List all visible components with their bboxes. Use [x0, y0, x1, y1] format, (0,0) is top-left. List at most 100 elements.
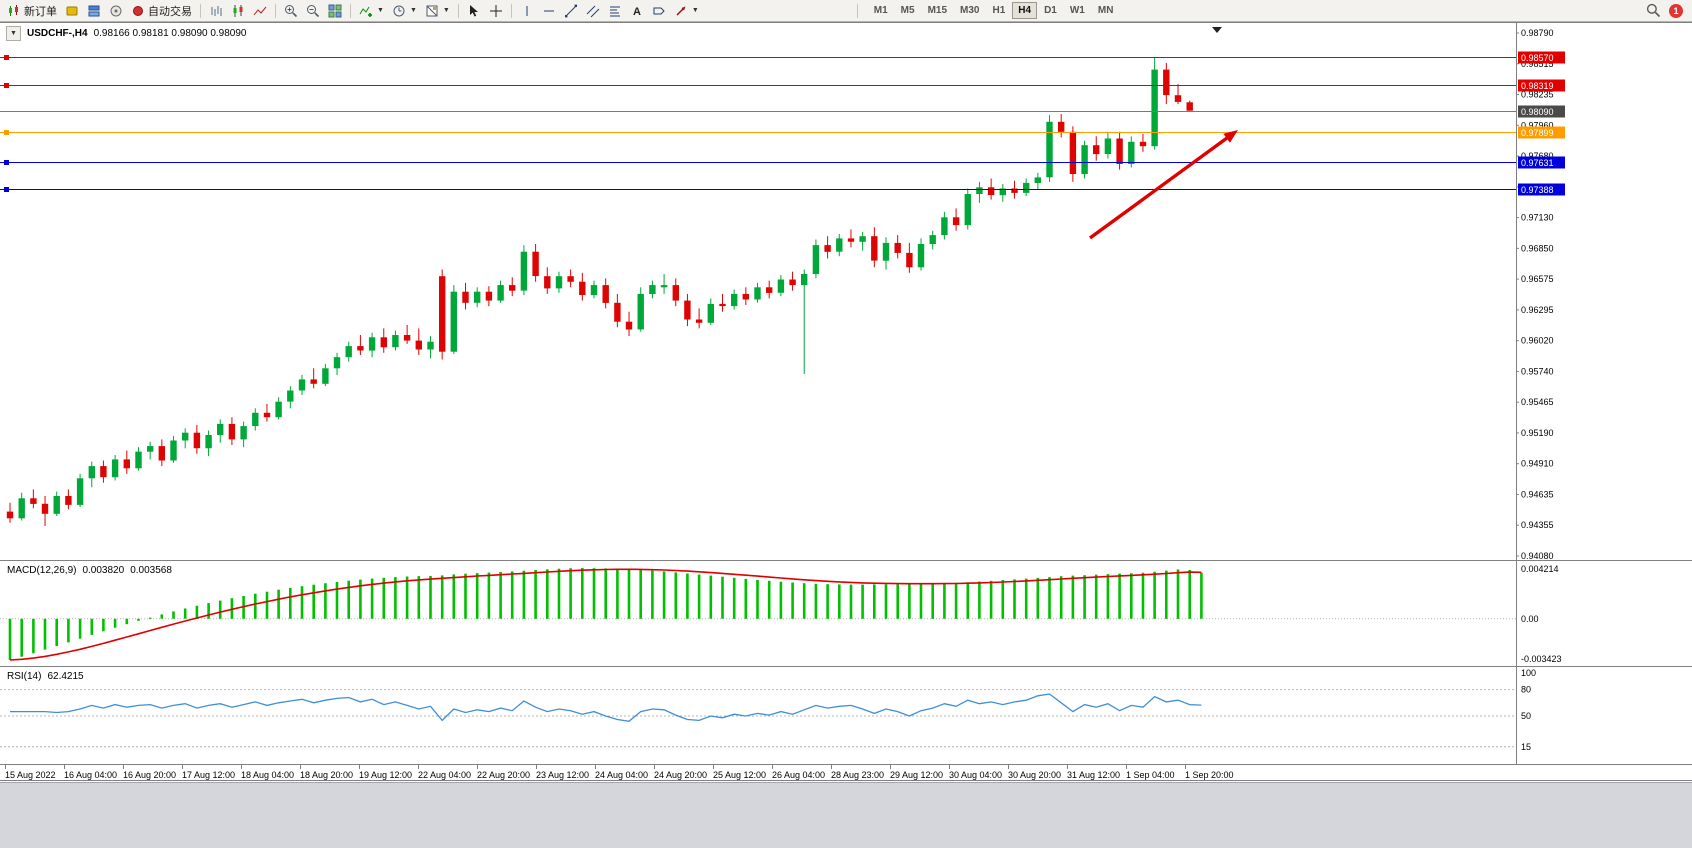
svg-text:0.96575: 0.96575 — [1521, 274, 1554, 284]
horizontal-level-line-0.97388[interactable]: 0.97388 — [0, 183, 1565, 196]
svg-text:0.97899: 0.97899 — [1521, 128, 1554, 138]
vertical-line-icon — [526, 5, 528, 16]
toolbar-separator — [510, 3, 512, 18]
svg-text:0.97960: 0.97960 — [1521, 120, 1554, 130]
terminal-icon — [88, 5, 100, 16]
chart-title-row: ▼ USDCHF-,H4 0.98166 0.98181 0.98090 0.9… — [6, 26, 247, 41]
chart-frame — [0, 22, 1692, 782]
tf-button-m15[interactable]: M15 — [927, 5, 948, 16]
tf-button-mn[interactable]: MN — [1097, 5, 1114, 16]
metaeditor-icon — [66, 6, 78, 15]
notification-badge[interactable]: 1 — [1669, 3, 1683, 18]
arrows-menu-button[interactable]: ▼ — [670, 1, 703, 21]
svg-text:0.96020: 0.96020 — [1521, 336, 1554, 346]
svg-text:15: 15 — [1521, 742, 1531, 752]
label-tool-button[interactable] — [648, 1, 670, 21]
autotrading-label: 自动交易 — [148, 5, 192, 18]
tf-button-m1[interactable]: M1 — [873, 5, 888, 16]
tf-button-d1[interactable]: D1 — [1044, 5, 1057, 16]
svg-text:0.94910: 0.94910 — [1521, 459, 1554, 469]
svg-text:30 Aug 04:00: 30 Aug 04:00 — [949, 770, 1002, 780]
chart-ohlc-values: 0.98166 0.98181 0.98090 0.98090 — [93, 28, 247, 39]
metaeditor-button[interactable] — [61, 1, 83, 21]
svg-text:23 Aug 12:00: 23 Aug 12:00 — [536, 770, 589, 780]
horizontal-level-line-0.97899[interactable]: 0.97899 — [0, 126, 1565, 139]
tf-button-m30[interactable]: M30 — [960, 5, 980, 16]
svg-text:22 Aug 20:00: 22 Aug 20:00 — [477, 770, 530, 780]
svg-text:0.004214: 0.004214 — [1521, 564, 1559, 574]
candlestick-icon — [233, 4, 243, 17]
templates-menu-button[interactable]: ▼ — [421, 1, 454, 21]
terminal-button[interactable] — [83, 1, 105, 21]
strategy-tester-button[interactable] — [105, 1, 127, 21]
periods-menu-button[interactable]: ▼ — [388, 1, 421, 21]
toolbar-separator — [275, 3, 276, 18]
main-toolbar: 新订单 自动交易 — [0, 0, 1692, 22]
zoom-in-button[interactable] — [280, 1, 302, 21]
cursor-tool-button[interactable] — [463, 1, 485, 21]
svg-text:0.95740: 0.95740 — [1521, 366, 1554, 376]
svg-text:25 Aug 12:00: 25 Aug 12:00 — [713, 770, 766, 780]
svg-text:0.96850: 0.96850 — [1521, 243, 1554, 253]
search-icon[interactable] — [1646, 3, 1661, 18]
svg-text:31 Aug 12:00: 31 Aug 12:00 — [1067, 770, 1120, 780]
channel-tool-button[interactable] — [582, 1, 604, 21]
one-click-trading-toggle[interactable]: ▼ — [6, 26, 21, 41]
bar-chart-icon — [211, 5, 222, 16]
text-icon: A — [633, 6, 641, 18]
svg-text:18 Aug 04:00: 18 Aug 04:00 — [241, 770, 294, 780]
zoom-out-button[interactable] — [302, 1, 324, 21]
svg-text:0.98515: 0.98515 — [1521, 59, 1554, 69]
tf-button-w1[interactable]: W1 — [1069, 5, 1085, 16]
terminal-footer-area — [0, 782, 1692, 848]
fibonacci-tool-button[interactable] — [604, 1, 626, 21]
tile-windows-icon — [328, 4, 342, 17]
svg-text:15 Aug 2022: 15 Aug 2022 — [5, 770, 56, 780]
trend-arrow-annotation[interactable] — [1088, 130, 1238, 240]
text-tool-button[interactable]: A — [626, 1, 648, 21]
svg-text:-0.003423: -0.003423 — [1521, 654, 1562, 664]
template-icon — [426, 5, 438, 16]
chart-shift-marker[interactable] — [1212, 27, 1222, 33]
label-tag-icon — [653, 7, 665, 14]
svg-text:0.00: 0.00 — [1521, 614, 1539, 624]
horizontal-line-tool-button[interactable] — [538, 1, 560, 21]
crosshair-tool-button[interactable] — [485, 1, 507, 21]
macd-name: MACD(12,26,9) — [7, 565, 77, 576]
line-chart-icon — [253, 6, 267, 15]
tf-button-h1[interactable]: H1 — [992, 5, 1006, 16]
horizontal-level-line-0.98570[interactable]: 0.98570 — [0, 51, 1565, 64]
bar-chart-mode-button[interactable] — [205, 1, 227, 21]
svg-text:0.94355: 0.94355 — [1521, 520, 1554, 530]
tile-windows-button[interactable] — [324, 1, 346, 21]
new-order-icon — [9, 4, 18, 16]
fibonacci-icon — [609, 6, 620, 16]
svg-text:1 Sep 20:00: 1 Sep 20:00 — [1185, 770, 1234, 780]
toolbar-separator — [350, 3, 351, 18]
svg-text:24 Aug 04:00: 24 Aug 04:00 — [595, 770, 648, 780]
autotrading-icon — [133, 5, 143, 16]
toolbar-separator — [457, 3, 459, 18]
horizontal-level-line-0.97631[interactable]: 0.97631 — [0, 156, 1565, 169]
macd-signal-value: 0.003568 — [130, 565, 172, 576]
time-scale[interactable]: 15 Aug 2022 16 Aug 04:00 16 Aug 20:00 17 Au… — [5, 765, 1234, 780]
horizontal-level-line-0.98319[interactable]: 0.98319 — [0, 79, 1565, 92]
indicators-menu-button[interactable]: ▼ — [355, 1, 388, 21]
strategy-tester-icon — [110, 5, 122, 16]
svg-text:0.98090: 0.98090 — [1521, 107, 1554, 117]
trendline-tool-button[interactable] — [560, 1, 582, 21]
tf-button-m5[interactable]: M5 — [900, 5, 915, 16]
tf-button-h4[interactable]: H4 — [1012, 2, 1038, 19]
bid-price-line[interactable]: 0.98090 — [0, 105, 1565, 118]
new-order-button[interactable]: 新订单 — [3, 1, 61, 21]
crosshair-icon — [489, 4, 502, 17]
chart-canvas[interactable]: 0.987900.985150.982350.979600.976800.974… — [0, 22, 1692, 782]
svg-text:0.94635: 0.94635 — [1521, 490, 1554, 500]
svg-text:17 Aug 12:00: 17 Aug 12:00 — [182, 770, 235, 780]
line-chart-mode-button[interactable] — [249, 1, 271, 21]
autotrading-button[interactable]: 自动交易 — [127, 1, 196, 21]
svg-text:24 Aug 20:00: 24 Aug 20:00 — [654, 770, 707, 780]
new-order-label: 新订单 — [24, 5, 57, 18]
vertical-line-tool-button[interactable] — [516, 1, 538, 21]
candlestick-mode-button[interactable] — [227, 1, 249, 21]
